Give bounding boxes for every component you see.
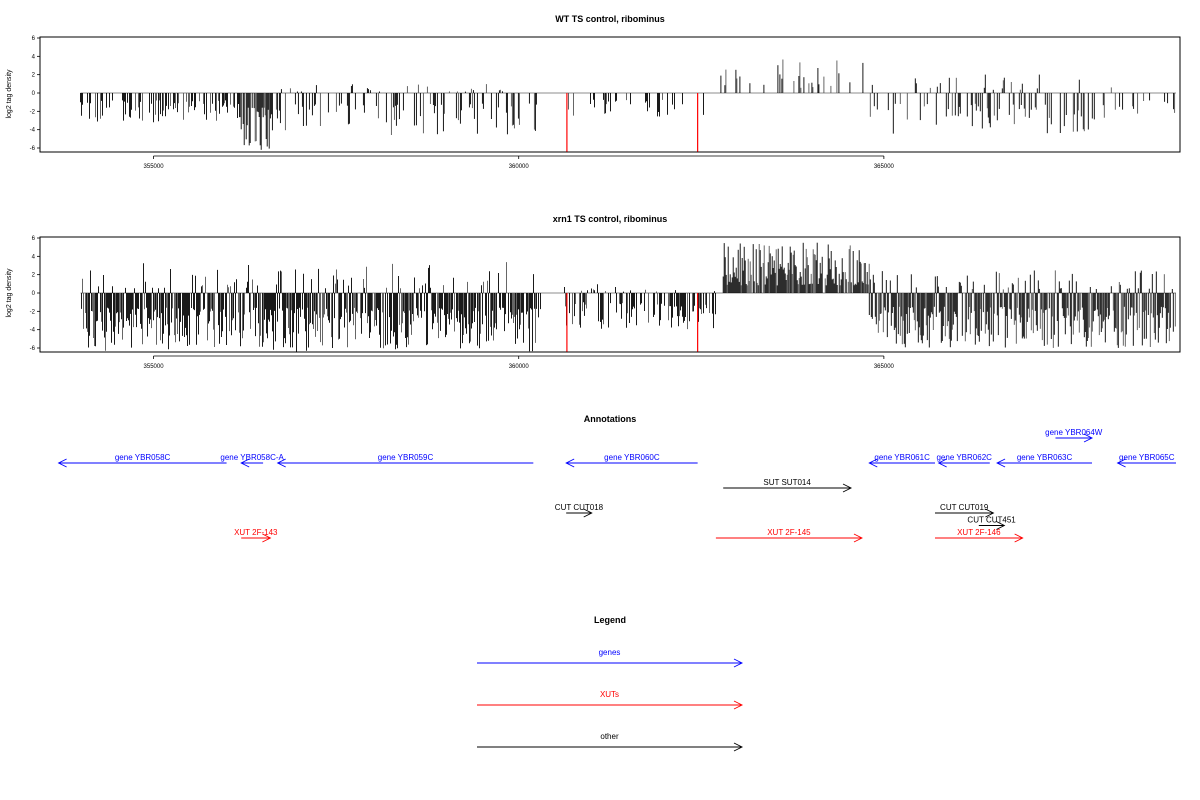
feature-label: SUT SUT014	[763, 478, 811, 487]
annotations-track: Annotations gene YBR058C gene YBR058C-A ge…	[57, 414, 1176, 543]
y-tick-label: -6	[30, 146, 36, 152]
panel-title: xrn1 TS control, ribominus	[553, 214, 668, 224]
annotation-feature: gene YBR062C	[936, 453, 992, 468]
feature-label: gene YBR059C	[378, 453, 434, 462]
feature-arrow-head	[583, 508, 593, 518]
x-tick-label: 355000	[144, 164, 165, 170]
feature-arrow-head	[565, 458, 575, 468]
feature-label: XUT 2F-145	[767, 528, 811, 537]
legend-arrow-head	[733, 742, 744, 752]
y-tick-label: -2	[30, 309, 36, 315]
feature-label: gene YBR062C	[936, 453, 992, 462]
feature-arrow-head	[262, 533, 272, 543]
legend-arrow-head	[733, 700, 744, 710]
annotation-feature: CUT CUT451	[967, 516, 1016, 530]
legend-item: genes	[477, 648, 744, 668]
annotation-feature: XUT 2F-143	[234, 528, 278, 543]
y-axis-label: log2 tag density	[6, 69, 13, 119]
feature-arrow-head	[985, 508, 995, 518]
annotation-feature: gene YBR059C	[276, 453, 534, 468]
density-bars	[80, 242, 1176, 352]
annotation-feature: gene YBR061C	[868, 453, 935, 468]
feature-arrow-head	[853, 533, 863, 543]
x-tick-label: 360000	[509, 164, 530, 170]
annotation-feature: gene YBR064W	[1045, 428, 1103, 443]
legend-item: XUTs	[477, 690, 744, 710]
wt-density-panel: WT TS control, ribominus log2 tag densit…	[6, 14, 1181, 170]
axes: -6 -4 -2 0 2 4 6 355000 360000 365000	[30, 236, 895, 370]
annotation-feature: SUT SUT014	[723, 478, 853, 493]
y-tick-label: -2	[30, 109, 36, 115]
legend-label: other	[600, 732, 619, 741]
annotation-feature: CUT CUT019	[934, 503, 995, 518]
y-tick-label: -4	[30, 128, 36, 134]
feature-arrow-head	[1014, 533, 1024, 543]
legend: Legend genes XUTs other	[477, 615, 744, 752]
feature-label: XUT 2F-146	[957, 528, 1001, 537]
feature-arrow-head	[868, 458, 878, 468]
feature-label: gene YBR060C	[604, 453, 660, 462]
annotation-feature: gene YBR063C	[996, 453, 1093, 468]
annotation-feature: XUT 2F-146	[934, 528, 1024, 543]
xrn1-density-panel: xrn1 TS control, ribominus log2 tag dens…	[6, 214, 1181, 370]
y-tick-label: 4	[32, 254, 36, 260]
feature-arrow-head	[240, 458, 250, 468]
y-tick-label: 0	[32, 91, 36, 97]
density-bars	[80, 59, 1176, 152]
axes: -6 -4 -2 0 2 4 6 355000 360000 365000	[30, 36, 895, 170]
y-axis-label: log2 tag density	[6, 268, 13, 318]
legend-arrow-head	[733, 658, 744, 668]
feature-arrow-head	[57, 458, 67, 468]
y-tick-label: 6	[32, 36, 36, 42]
feature-label: CUT CUT019	[940, 503, 989, 512]
y-tick-label: -6	[30, 346, 36, 352]
x-tick-label: 365000	[874, 164, 895, 170]
legend-items: genes XUTs other	[477, 648, 744, 752]
annotation-feature: gene YBR065C	[1116, 453, 1176, 468]
feature-label: gene YBR064W	[1045, 428, 1103, 437]
feature-label: gene YBR058C-A	[220, 453, 284, 462]
feature-label: gene YBR063C	[1017, 453, 1073, 462]
feature-label: gene YBR061C	[874, 453, 930, 462]
panel-title: WT TS control, ribominus	[555, 14, 665, 24]
y-tick-label: 2	[32, 273, 36, 279]
feature-arrow-head	[996, 458, 1006, 468]
legend-item: other	[477, 732, 744, 752]
feature-arrow-head	[1116, 458, 1126, 468]
annotation-features: gene YBR058C gene YBR058C-A gene YBR059C ge…	[57, 428, 1176, 543]
y-tick-label: 6	[32, 236, 36, 242]
x-tick-label: 365000	[874, 364, 895, 370]
annotation-feature: gene YBR058C	[57, 453, 227, 468]
annotations-title: Annotations	[584, 414, 637, 424]
feature-label: XUT 2F-143	[234, 528, 278, 537]
legend-label: XUTs	[600, 690, 619, 699]
annotation-feature: gene YBR060C	[565, 453, 698, 468]
feature-arrow-head	[276, 458, 286, 468]
x-tick-label: 360000	[509, 364, 530, 370]
feature-arrow-head	[996, 521, 1006, 530]
feature-arrow-head	[842, 483, 853, 493]
y-tick-label: 2	[32, 73, 36, 79]
legend-title: Legend	[594, 615, 626, 625]
feature-label: gene YBR065C	[1119, 453, 1175, 462]
feature-label: CUT CUT018	[555, 503, 604, 512]
feature-label: CUT CUT451	[967, 516, 1016, 525]
annotation-feature: gene YBR058C-A	[220, 453, 285, 468]
annotation-feature: XUT 2F-145	[715, 528, 863, 543]
feature-arrow-head	[937, 458, 947, 468]
legend-label: genes	[599, 648, 621, 657]
y-tick-label: 0	[32, 291, 36, 297]
y-tick-label: -4	[30, 328, 36, 334]
feature-label: gene YBR058C	[115, 453, 171, 462]
annotation-feature: CUT CUT018	[555, 503, 604, 518]
x-tick-label: 355000	[144, 364, 165, 370]
y-tick-label: 4	[32, 54, 36, 60]
feature-arrow-head	[1083, 433, 1094, 443]
